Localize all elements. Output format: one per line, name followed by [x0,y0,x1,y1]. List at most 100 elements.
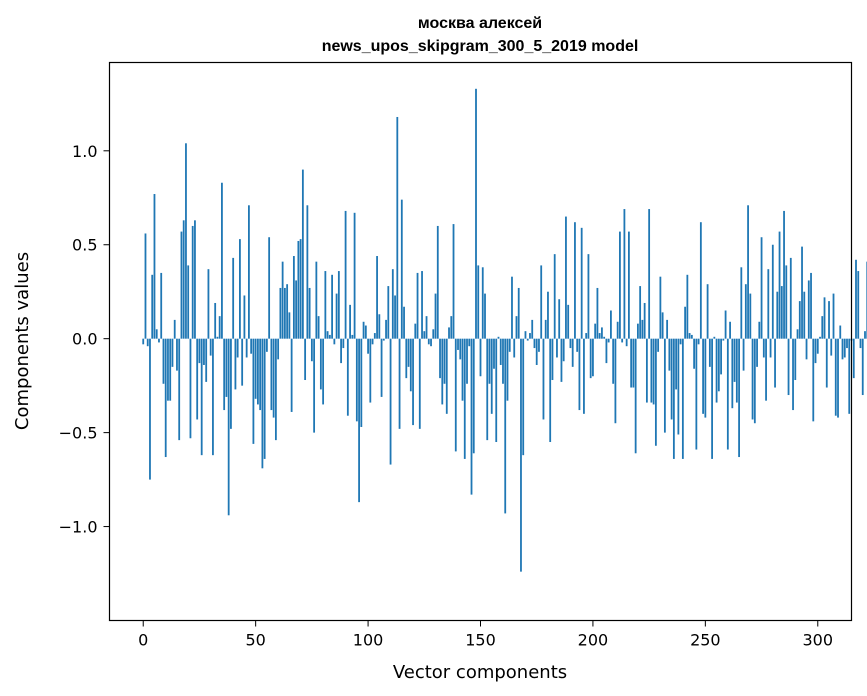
bar-283 [778,231,781,339]
bar-146 [470,338,473,495]
bars-group [142,88,867,572]
bar-53 [261,338,264,469]
bar-290 [794,338,797,381]
bar-15 [176,338,178,371]
bar-85 [333,338,336,345]
bar-76 [313,338,316,433]
bar-156 [493,338,495,369]
bar-149 [477,265,480,339]
bar-62 [281,261,284,339]
bar-235 [670,338,673,420]
bar-54 [263,338,266,459]
bar-55 [265,338,268,352]
bar-321 [864,331,866,339]
bar-90 [344,210,347,339]
bar-179 [544,319,547,339]
bar-25 [198,338,201,364]
bar-125 [423,331,426,339]
bar-111 [391,269,394,339]
bar-272 [753,338,756,424]
bar-154 [488,338,491,384]
bar-320 [861,338,864,396]
bar-31 [212,338,214,456]
bar-141 [459,338,462,360]
bar-106 [380,338,383,397]
y-tick-label: −0.5 [59,424,98,443]
bar-140 [457,338,459,350]
x-tick-label: 100 [353,631,384,650]
bar-186 [560,338,563,382]
bar-262 [731,338,734,409]
bar-313 [846,338,848,349]
bar-91 [346,338,349,416]
bar-127 [427,338,430,345]
bar-27 [203,338,205,365]
bar-61 [279,287,282,339]
bar-50 [254,338,257,399]
bar-165 [513,338,516,358]
bar-166 [515,316,518,339]
bar-184 [556,338,558,358]
bar-167 [517,287,520,339]
bar-148 [475,88,477,339]
bar-2 [146,338,149,347]
bar-81 [324,271,327,339]
bar-203 [598,333,601,339]
bar-11 [167,338,169,401]
bar-226 [650,338,653,403]
bar-267 [742,338,745,371]
bar-256 [717,338,720,392]
bar-3 [149,338,151,480]
bar-302 [821,316,824,339]
bar-147 [472,338,475,454]
bar-297 [810,272,812,339]
bar-191 [571,338,574,367]
bar-78 [317,316,320,339]
bar-263 [733,338,736,382]
bar-151 [481,267,484,339]
bar-138 [452,224,455,339]
bar-318 [857,271,860,339]
bar-314 [848,338,851,414]
bar-317 [855,259,857,339]
bar-260 [726,338,729,450]
bar-192 [574,222,576,339]
bar-198 [587,254,590,339]
bar-284 [780,286,783,339]
bar-219 [634,338,637,454]
bar-292 [798,301,801,339]
bar-220 [636,323,639,339]
bar-49 [252,338,255,444]
bar-1 [144,233,147,339]
x-tick-label: 300 [802,631,833,650]
x-tick-label: 0 [138,631,148,650]
bar-23 [194,220,196,339]
bar-230 [659,276,662,339]
bar-104 [376,256,378,339]
bar-28 [205,338,208,382]
bar-56 [268,237,271,339]
bar-48 [250,338,253,354]
bar-271 [751,338,754,420]
bar-77 [315,261,318,339]
chart-title-line-1: москва алексей [418,15,542,32]
bar-82 [326,331,329,339]
bar-120 [412,338,414,426]
bar-131 [436,225,439,339]
bar-175 [535,338,538,365]
bar-300 [816,338,819,354]
bar-38 [227,338,230,516]
bar-309 [837,338,839,418]
bar-92 [349,304,351,339]
bar-93 [351,334,354,339]
bar-20 [187,265,190,339]
bar-195 [580,227,583,339]
bar-237 [675,338,678,390]
bar-109 [387,286,390,339]
bar-269 [747,205,749,339]
plot-frame [108,61,853,622]
bar-41 [234,338,237,390]
bar-261 [729,321,731,339]
bar-98 [362,321,365,339]
bar-142 [461,338,464,401]
